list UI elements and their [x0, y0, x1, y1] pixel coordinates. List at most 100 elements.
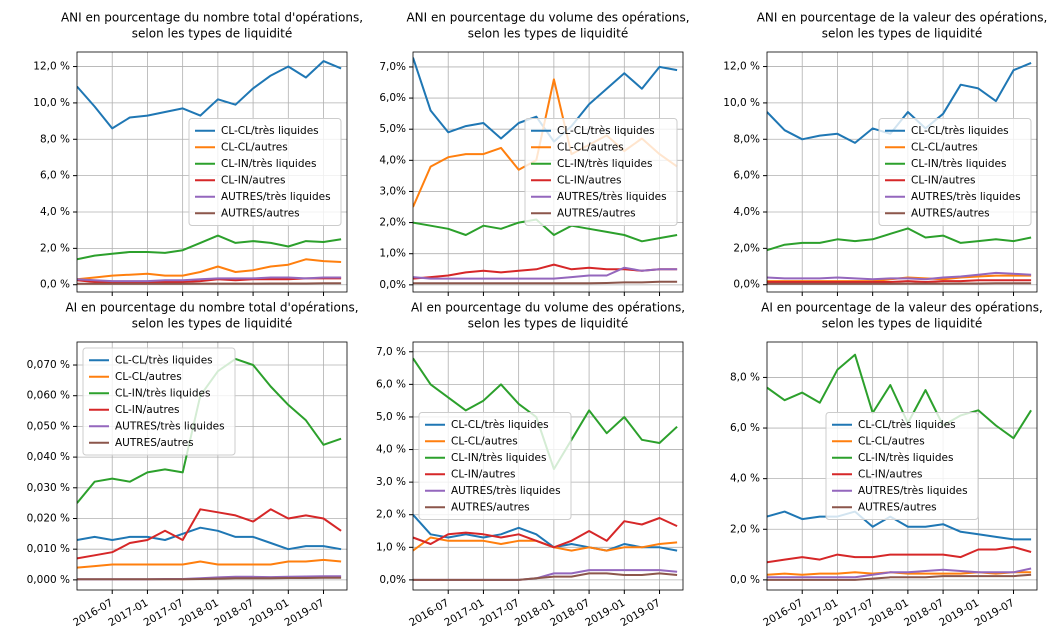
y-tick-label: 2,0 %	[40, 242, 70, 254]
legend-label: CL-IN/très liquides	[221, 158, 316, 170]
series-line	[77, 234, 342, 261]
y-tick-label: 1,0%	[379, 248, 406, 260]
series-line	[413, 218, 678, 243]
legend-label: CL-CL/très liquides	[557, 125, 655, 137]
legend-box	[188, 118, 342, 226]
y-tick-label: 0,040 %	[27, 451, 70, 463]
x-tick-label: 2019-07	[973, 597, 1017, 629]
legend-box	[82, 347, 236, 456]
axes-frame	[766, 341, 1038, 591]
y-tick-label: 8,0 %	[730, 371, 760, 383]
legend-label: CL-CL/autres	[858, 435, 925, 447]
chart-title: selon les types de liquidité	[132, 27, 292, 41]
series-line	[413, 263, 678, 280]
series-line	[77, 558, 342, 569]
y-tick-label: 0,0 %	[40, 279, 70, 291]
y-tick-label: 7,0%	[379, 61, 406, 73]
chart-title: selon les types de liquidité	[822, 317, 982, 331]
plot-lines	[77, 60, 342, 285]
y-tick-label: 3,0 %	[376, 476, 406, 488]
legend-label: CL-IN/très liquides	[557, 158, 652, 170]
legend-label: AUTRES/autres	[451, 501, 530, 513]
x-tick-label: 2019-07	[283, 597, 327, 629]
chart-title: selon les types de liquidité	[468, 317, 628, 331]
legend-label: CL-IN/autres	[858, 468, 923, 480]
plot-lines	[767, 353, 1032, 581]
legend-box	[524, 118, 678, 226]
series-line	[413, 514, 678, 552]
y-tick-label: 5,0 %	[376, 411, 406, 423]
series-line	[767, 279, 1032, 283]
legend-label: CL-IN/très liquides	[451, 452, 546, 464]
series-line	[767, 567, 1032, 579]
series-line	[767, 510, 1032, 541]
legend-label: CL-CL/très liquides	[221, 125, 319, 137]
series-line	[77, 526, 342, 551]
legend-label: AUTRES/très liquides	[557, 191, 667, 203]
y-tick-label: 2,0%	[379, 217, 406, 229]
series-line	[767, 573, 1032, 581]
y-tick-label: 0,000 %	[27, 574, 70, 586]
legend-label: CL-IN/très liquides	[911, 158, 1006, 170]
panel: ANI en pourcentage du nombre total d'opé…	[33, 11, 363, 296]
legend-label: CL-CL/très liquides	[858, 419, 956, 431]
y-tick-label: 0,0%	[379, 279, 406, 291]
legend-label: CL-CL/autres	[221, 141, 288, 153]
chart-title: AI en pourcentage du volume des opératio…	[411, 301, 685, 315]
legend-box	[418, 412, 572, 520]
chart-title: selon les types de liquidité	[822, 27, 982, 41]
legend-label: CL-IN/très liquides	[858, 452, 953, 464]
legend-label: CL-CL/très liquides	[451, 419, 549, 431]
legend-label: AUTRES/autres	[557, 207, 636, 219]
panel: ANI en pourcentage de la valeur des opér…	[723, 11, 1048, 296]
chart-title: ANI en pourcentage de la valeur des opér…	[757, 11, 1048, 25]
series-line	[767, 227, 1032, 252]
y-tick-label: 0,0%	[379, 574, 406, 586]
series-line	[77, 276, 342, 283]
y-tick-label: 0,0 %	[730, 574, 760, 586]
y-tick-label: 8,0%	[733, 133, 760, 145]
y-tick-label: 4,0 %	[40, 206, 70, 218]
series-line	[413, 280, 678, 285]
chart-title: AI en pourcentage de la valeur des opéra…	[761, 301, 1043, 315]
series-line	[767, 546, 1032, 564]
series-line	[77, 258, 342, 281]
y-tick-label: 4,0%	[379, 154, 406, 166]
panel: AI en pourcentage du volume des opératio…	[376, 301, 685, 629]
series-line	[767, 353, 1032, 440]
legend-label: CL-IN/très liquides	[115, 387, 210, 399]
panel: ANI en pourcentage du volume des opérati…	[379, 11, 690, 296]
legend-label: CL-CL/autres	[911, 141, 978, 153]
y-tick-label: 5,0%	[379, 123, 406, 135]
legend-label: AUTRES/autres	[858, 501, 937, 513]
y-tick-label: 10,0 %	[33, 97, 70, 109]
y-tick-label: 0,010 %	[27, 543, 70, 555]
y-tick-label: 0,0%	[733, 279, 760, 291]
legend-box	[825, 412, 979, 520]
legend-label: CL-CL/autres	[115, 371, 182, 383]
legend-label: AUTRES/très liquides	[221, 191, 331, 203]
y-tick-label: 10,0 %	[723, 97, 760, 109]
y-tick-label: 0,030 %	[27, 482, 70, 494]
y-tick-label: 6,0 %	[40, 170, 70, 182]
series-line	[77, 508, 342, 560]
y-tick-label: 0,020 %	[27, 512, 70, 524]
legend-label: AUTRES/autres	[221, 207, 300, 219]
y-tick-label: 2,0%	[733, 242, 760, 254]
legend-label: CL-CL/très liquides	[115, 354, 213, 366]
legend-label: AUTRES/très liquides	[451, 485, 561, 497]
legend-label: AUTRES/très liquides	[858, 485, 968, 497]
series-line	[413, 572, 678, 581]
axes-frame	[412, 341, 684, 591]
chart-title: selon les types de liquidité	[132, 317, 292, 331]
axes-frame	[76, 341, 348, 591]
series-line	[77, 576, 342, 581]
legend-label: CL-IN/autres	[911, 174, 976, 186]
legend-label: AUTRES/très liquides	[115, 420, 225, 432]
series-line	[413, 517, 678, 549]
series-line	[767, 282, 1032, 285]
y-tick-label: 1,0 %	[376, 541, 406, 553]
legend-label: AUTRES/très liquides	[911, 191, 1021, 203]
legend-label: CL-IN/autres	[451, 468, 516, 480]
